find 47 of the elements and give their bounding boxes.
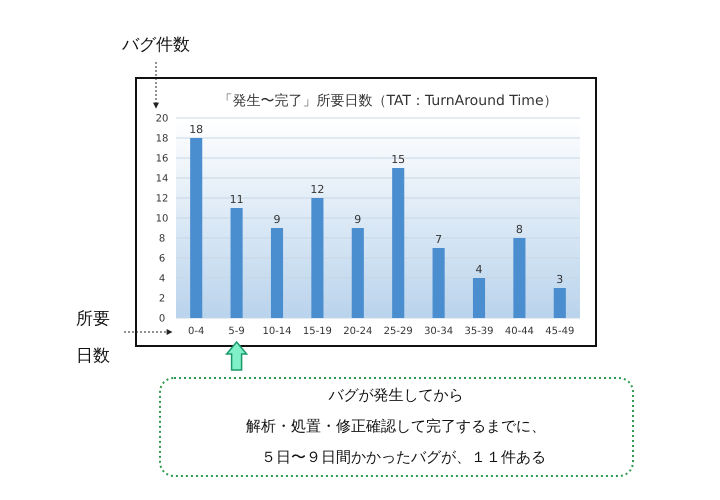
- x-tick-label: 20-24: [343, 326, 372, 337]
- y-tick-label: 0: [158, 314, 166, 324]
- text: 解析・処置・修正確認して完了するまでに、: [246, 417, 546, 435]
- bar: [311, 198, 324, 318]
- x-tick-label: 0-4: [188, 326, 204, 337]
- y-tick-label: 8: [158, 234, 166, 244]
- x-tick-label: 25-29: [384, 326, 413, 337]
- data-label: 18: [189, 123, 204, 136]
- y-tick-label: 6: [158, 254, 166, 264]
- text: バグが発生してから: [328, 386, 464, 404]
- y-tick-label: 12: [156, 194, 168, 204]
- bar: [513, 238, 526, 318]
- y-tick-label: 20: [156, 114, 168, 124]
- data-label: 3: [556, 273, 564, 286]
- bar: [472, 278, 486, 318]
- x-tick-label: 15-19: [302, 326, 332, 337]
- x-axis-title: 所要日数: [76, 309, 110, 366]
- bar: [554, 288, 566, 318]
- bar: [270, 228, 284, 318]
- x-tick-label: 30-34: [424, 326, 454, 337]
- x-tick-label: 10-14: [262, 326, 292, 337]
- data-label: 9: [354, 213, 362, 226]
- x-tick-label: 45-49: [545, 326, 574, 337]
- data-label: 9: [274, 213, 280, 226]
- bar: [190, 138, 202, 318]
- data-label: 15: [391, 153, 406, 166]
- y-tick-label: 4: [158, 274, 166, 284]
- data-label: 12: [310, 183, 324, 196]
- bar: [392, 168, 404, 318]
- data-label: 4: [476, 263, 482, 276]
- text: ５日〜９日間かかったバグが、１１件ある: [246, 448, 546, 466]
- y-tick-label: 16: [156, 154, 168, 164]
- y-tick-label: 2: [158, 294, 166, 304]
- data-label: 7: [435, 233, 442, 246]
- chart-title: 「発生〜完了」所要日数（TAT：TurnAround Time）: [218, 93, 558, 109]
- data-label: 11: [230, 193, 244, 206]
- y-axis-title: バグ件数: [121, 35, 190, 55]
- y-tick-label: 18: [156, 134, 168, 144]
- bar: [352, 228, 364, 318]
- bar: [432, 248, 445, 318]
- y-tick-label: 14: [156, 174, 168, 184]
- y-tick-label: 10: [156, 214, 168, 224]
- x-tick-label: 5-9: [228, 326, 245, 337]
- x-tick-label: 35-39: [464, 326, 494, 337]
- bar: [230, 208, 243, 318]
- data-label: 8: [516, 223, 523, 236]
- x-tick-label: 40-44: [504, 326, 534, 337]
